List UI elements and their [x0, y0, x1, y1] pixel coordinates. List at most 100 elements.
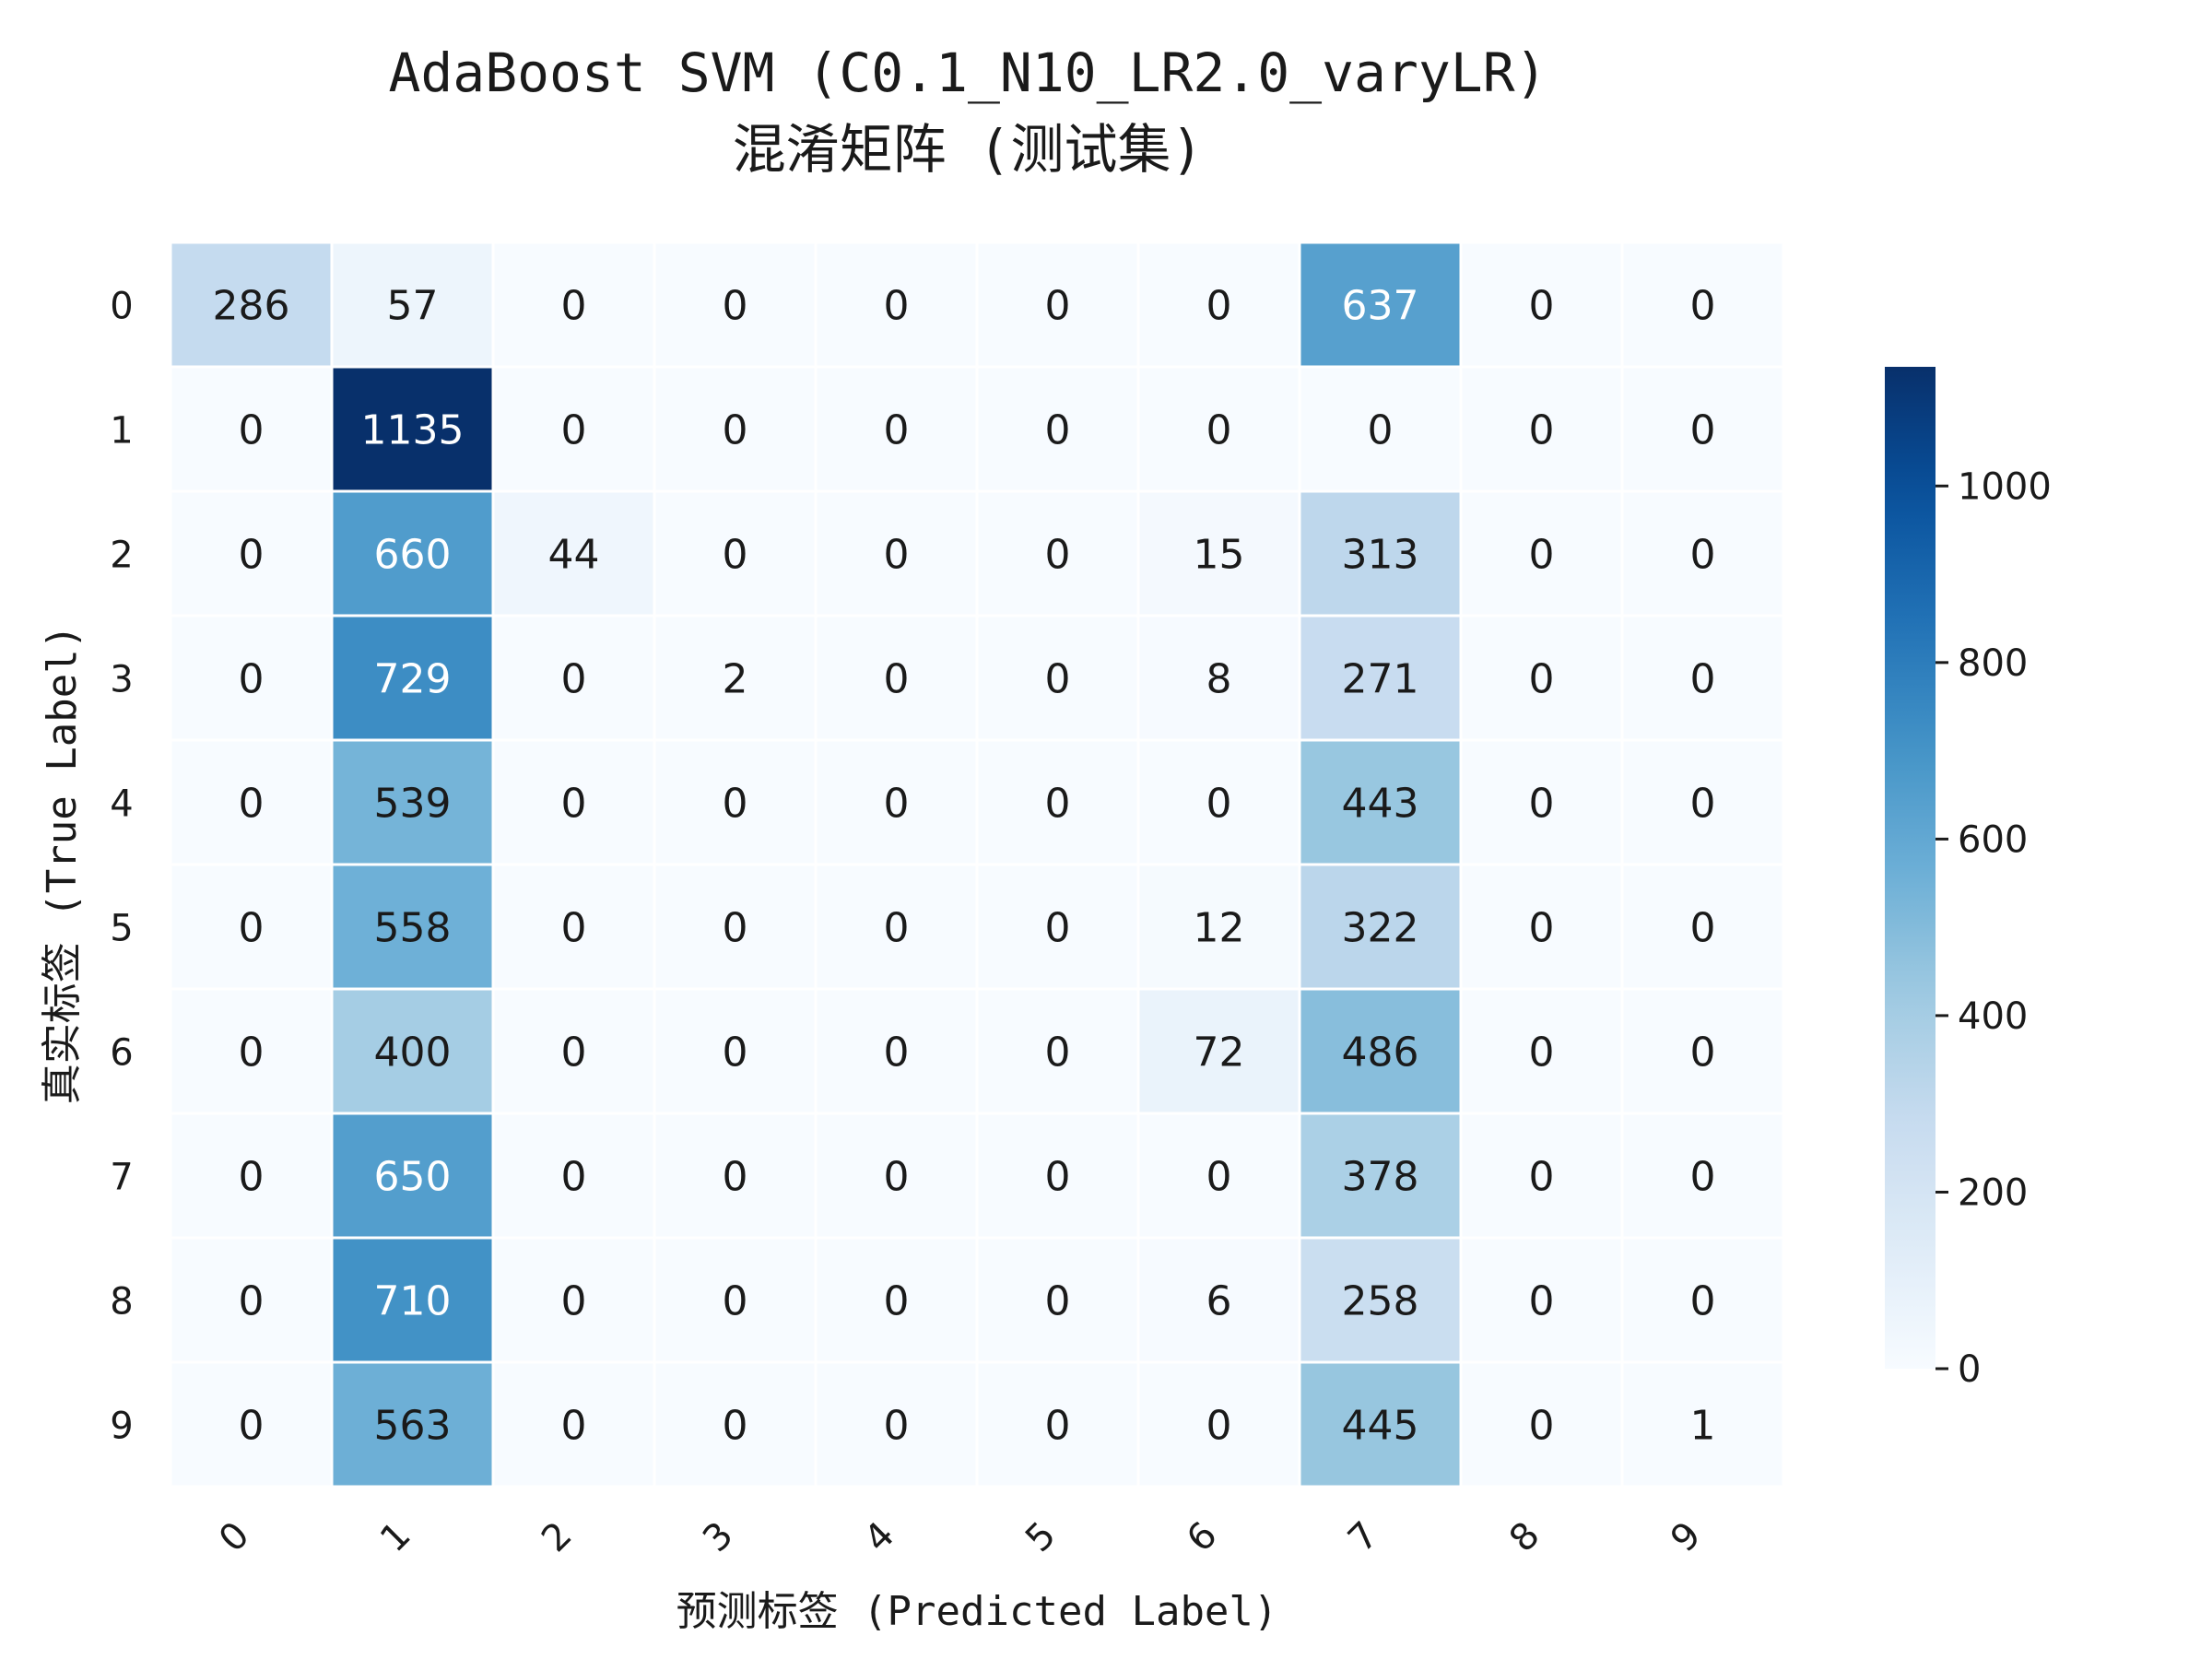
- cell-value-label: 0: [1529, 905, 1555, 952]
- cell-value-label: 0: [1045, 1278, 1071, 1325]
- cell-value-label: 0: [561, 1030, 587, 1077]
- heatmap-cell: [169, 738, 334, 866]
- cell-value-label: 0: [239, 1278, 265, 1325]
- cell-value-label: 637: [1342, 283, 1419, 330]
- x-tick-label: 8: [1501, 1514, 1548, 1561]
- cell-value-label: 0: [1045, 656, 1071, 703]
- cell-value-label: 378: [1342, 1154, 1419, 1201]
- heatmap-cell: [1620, 365, 1785, 493]
- cell-value-label: 445: [1342, 1403, 1419, 1450]
- heatmap-cell: [975, 1112, 1140, 1240]
- cell-value-label: 0: [239, 1030, 265, 1077]
- heatmap-cell: [975, 1360, 1140, 1488]
- cell-value-label: 0: [884, 1278, 910, 1325]
- cell-value-label: 563: [374, 1403, 452, 1450]
- cell-value-label: 0: [1045, 1403, 1071, 1450]
- cell-value-label: 0: [1206, 781, 1232, 828]
- heatmap-cell: [975, 987, 1140, 1115]
- heatmap-cell: [1298, 365, 1463, 493]
- heatmap-cell: [1298, 489, 1463, 618]
- x-tick-label: 6: [1179, 1514, 1226, 1561]
- cell-value-label: 1135: [361, 407, 465, 454]
- cell-value-label: 650: [374, 1154, 452, 1201]
- heatmap-cell: [1298, 1236, 1463, 1364]
- cell-value-label: 0: [723, 407, 748, 454]
- cell-value-label: 0: [1529, 1030, 1555, 1077]
- heatmap-cell: [1620, 241, 1785, 369]
- heatmap-cell: [1459, 738, 1624, 866]
- y-tick-label: 5: [110, 908, 133, 950]
- heatmap-cell: [975, 489, 1140, 618]
- cell-value-label: 0: [1690, 656, 1716, 703]
- heatmap-cell: [814, 1112, 979, 1240]
- cell-value-label: 0: [1529, 283, 1555, 330]
- heatmap-cell: [653, 1112, 818, 1240]
- cell-value-label: 1: [1690, 1403, 1716, 1450]
- cell-value-label: 660: [374, 532, 452, 579]
- colorbar-tick-label: 800: [1958, 642, 2028, 685]
- x-tick-label: 5: [1018, 1514, 1065, 1561]
- cell-value-label: 0: [561, 407, 587, 454]
- heatmap-cell: [1298, 1360, 1463, 1488]
- heatmap-cell: [1620, 489, 1785, 618]
- colorbar-tick-label: 1000: [1958, 465, 2052, 508]
- cell-value-label: 0: [561, 1278, 587, 1325]
- heatmap-cell: [491, 1360, 656, 1488]
- cell-value-label: 0: [1206, 1154, 1232, 1201]
- heatmap-cell: [653, 1236, 818, 1364]
- cell-value-label: 0: [884, 532, 910, 579]
- heatmap-cell: [169, 489, 334, 618]
- heatmap-cell: [814, 863, 979, 991]
- cell-value-label: 0: [1529, 407, 1555, 454]
- cell-value-label: 8: [1206, 656, 1232, 703]
- cell-value-label: 443: [1342, 781, 1419, 828]
- heatmap-cell: [1298, 614, 1463, 742]
- heatmap-cell: [1136, 614, 1301, 742]
- cell-value-label: 0: [1529, 1154, 1555, 1201]
- heatmap-cell: [491, 738, 656, 866]
- cell-value-label: 0: [1690, 781, 1716, 828]
- cell-value-label: 0: [1045, 1154, 1071, 1201]
- heatmap-cell: [1459, 1112, 1624, 1240]
- chart-title-line2: 混淆矩阵 (测试集): [732, 118, 1204, 181]
- heatmap-cell: [1136, 1360, 1301, 1488]
- cell-value-label: 0: [1690, 1278, 1716, 1325]
- cell-value-label: 0: [1690, 1030, 1716, 1077]
- chart-title-line1: AdaBoost SVM (C0.1_N10_LR2.0_varyLR): [388, 41, 1547, 104]
- cell-value-label: 0: [1045, 532, 1071, 579]
- cell-value-label: 0: [884, 283, 910, 330]
- cell-value-label: 0: [1529, 781, 1555, 828]
- cell-value-label: 6: [1206, 1278, 1232, 1325]
- heatmap-cell: [814, 738, 979, 866]
- cell-value-label: 15: [1194, 532, 1245, 579]
- heatmap-cell: [330, 987, 495, 1115]
- cell-value-label: 0: [561, 656, 587, 703]
- cell-value-label: 0: [561, 283, 587, 330]
- cell-value-label: 0: [1206, 1403, 1232, 1450]
- y-tick-label: 7: [110, 1157, 133, 1199]
- x-axis-label: 预测标签 (Predicted Label): [677, 1588, 1278, 1635]
- heatmap-cell: [169, 1112, 334, 1240]
- cell-value-label: 0: [1529, 656, 1555, 703]
- heatmap-cell: [1620, 1236, 1785, 1364]
- cell-value-label: 0: [239, 1154, 265, 1201]
- heatmap-cell: [1620, 1360, 1785, 1488]
- cell-value-label: 0: [239, 1403, 265, 1450]
- y-tick-label: 1: [110, 410, 133, 453]
- cell-value-label: 0: [723, 283, 748, 330]
- heatmap-cell: [169, 1360, 334, 1488]
- heatmap-cell: [169, 614, 334, 742]
- heatmap-cell: [653, 489, 818, 618]
- cell-value-label: 0: [561, 1403, 587, 1450]
- cell-value-label: 313: [1342, 532, 1419, 579]
- cell-value-label: 0: [1690, 532, 1716, 579]
- cell-value-label: 0: [884, 407, 910, 454]
- cell-value-label: 729: [374, 656, 452, 703]
- y-tick-label: 6: [110, 1032, 133, 1075]
- colorbar-tick-label: 600: [1958, 818, 2028, 861]
- cell-value-label: 558: [374, 905, 452, 952]
- heatmap-cell: [330, 1360, 495, 1488]
- cell-value-label: 0: [239, 656, 265, 703]
